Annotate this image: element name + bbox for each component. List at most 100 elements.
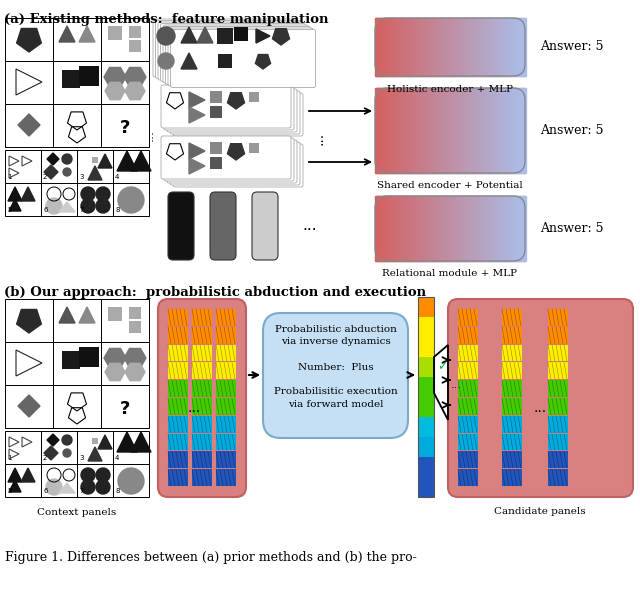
Bar bbox=[400, 18, 402, 76]
Bar bbox=[521, 88, 523, 173]
Bar bbox=[440, 18, 442, 76]
Bar bbox=[464, 196, 466, 261]
Bar bbox=[403, 18, 405, 76]
Circle shape bbox=[81, 199, 95, 213]
Bar bbox=[218, 54, 232, 68]
Bar bbox=[548, 345, 568, 361]
Bar bbox=[485, 196, 487, 261]
Bar bbox=[403, 88, 405, 173]
Bar bbox=[548, 327, 568, 343]
Bar bbox=[376, 18, 378, 76]
Circle shape bbox=[96, 199, 110, 213]
FancyBboxPatch shape bbox=[167, 140, 297, 183]
Bar bbox=[508, 88, 510, 173]
Bar bbox=[468, 88, 470, 173]
Text: 2: 2 bbox=[43, 455, 47, 461]
Bar bbox=[495, 88, 497, 173]
Bar bbox=[458, 362, 478, 379]
Bar bbox=[404, 88, 406, 173]
Bar bbox=[492, 18, 494, 76]
Bar bbox=[168, 398, 188, 415]
Bar bbox=[435, 196, 437, 261]
Bar bbox=[452, 18, 454, 76]
Bar bbox=[513, 18, 515, 76]
Bar bbox=[470, 196, 472, 261]
Bar bbox=[445, 88, 447, 173]
Bar bbox=[108, 26, 122, 40]
Bar bbox=[512, 88, 514, 173]
Text: Figure 1. Differences between (a) prior methods and (b) the pro-: Figure 1. Differences between (a) prior … bbox=[5, 551, 417, 564]
Bar bbox=[502, 362, 522, 379]
Bar bbox=[466, 88, 468, 173]
Bar bbox=[462, 196, 464, 261]
Bar bbox=[400, 196, 402, 261]
Bar bbox=[217, 28, 233, 44]
Bar bbox=[41, 464, 77, 497]
Bar bbox=[504, 88, 506, 173]
Bar bbox=[381, 18, 383, 76]
Circle shape bbox=[62, 154, 72, 164]
Bar bbox=[502, 309, 522, 326]
Bar bbox=[398, 18, 400, 76]
Text: Holistic encoder + MLP: Holistic encoder + MLP bbox=[387, 85, 513, 94]
Text: 3: 3 bbox=[79, 455, 83, 461]
Bar bbox=[378, 88, 380, 173]
Bar bbox=[168, 327, 188, 343]
Bar bbox=[425, 88, 427, 173]
Bar bbox=[422, 18, 424, 76]
Bar bbox=[484, 18, 486, 76]
Bar bbox=[433, 88, 435, 173]
Bar bbox=[434, 88, 436, 173]
Bar bbox=[393, 196, 395, 261]
Bar bbox=[428, 88, 430, 173]
Bar bbox=[450, 196, 452, 261]
Bar bbox=[210, 106, 222, 118]
FancyBboxPatch shape bbox=[161, 85, 291, 128]
Polygon shape bbox=[21, 468, 35, 482]
Bar bbox=[168, 452, 188, 468]
Polygon shape bbox=[105, 364, 125, 381]
FancyBboxPatch shape bbox=[210, 192, 236, 260]
Bar bbox=[460, 196, 462, 261]
Bar bbox=[437, 18, 439, 76]
Text: Probabilistic abduction
via inverse dynamics

Number:  Plus

Probabilisitic exec: Probabilistic abduction via inverse dyna… bbox=[274, 325, 397, 409]
Bar bbox=[216, 327, 236, 343]
Bar bbox=[435, 18, 437, 76]
FancyBboxPatch shape bbox=[448, 299, 633, 497]
Bar bbox=[418, 88, 420, 173]
Bar bbox=[428, 18, 430, 76]
Bar bbox=[465, 196, 467, 261]
Bar bbox=[394, 196, 396, 261]
Bar bbox=[436, 88, 438, 173]
Bar bbox=[41, 431, 77, 464]
Bar bbox=[384, 18, 386, 76]
Bar bbox=[406, 18, 408, 76]
Polygon shape bbox=[88, 447, 102, 461]
Bar bbox=[101, 104, 149, 147]
Circle shape bbox=[81, 480, 95, 494]
Polygon shape bbox=[21, 187, 35, 201]
Circle shape bbox=[47, 187, 61, 201]
Bar bbox=[481, 196, 483, 261]
Text: Candidate panels: Candidate panels bbox=[494, 507, 586, 516]
Bar bbox=[478, 88, 480, 173]
Polygon shape bbox=[124, 349, 146, 368]
Bar bbox=[390, 18, 392, 76]
Bar bbox=[405, 196, 407, 261]
Circle shape bbox=[62, 435, 72, 445]
Polygon shape bbox=[181, 27, 197, 43]
Bar bbox=[495, 18, 497, 76]
FancyBboxPatch shape bbox=[170, 30, 316, 87]
Bar bbox=[458, 434, 478, 450]
Bar bbox=[53, 104, 101, 147]
Text: (a) Existing methods:  feature manipulation: (a) Existing methods: feature manipulati… bbox=[4, 13, 328, 26]
Bar bbox=[500, 88, 502, 173]
Bar bbox=[429, 18, 431, 76]
Bar bbox=[497, 18, 499, 76]
Bar bbox=[501, 196, 503, 261]
Bar bbox=[401, 196, 403, 261]
Bar bbox=[475, 88, 477, 173]
Bar bbox=[466, 196, 468, 261]
Bar bbox=[396, 196, 398, 261]
Bar bbox=[423, 88, 425, 173]
